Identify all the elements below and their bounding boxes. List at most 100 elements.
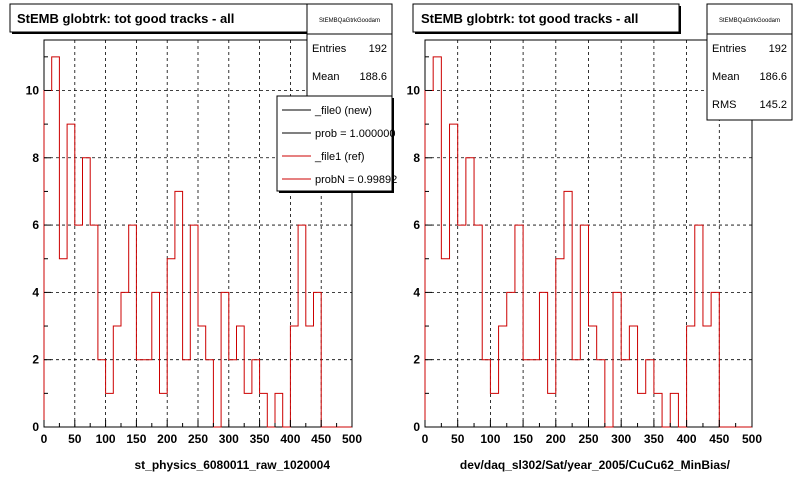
histogram-bin [106, 393, 114, 427]
y-tick-label: 0 [413, 420, 420, 434]
histogram-bin [198, 326, 206, 427]
histogram-bin [252, 360, 260, 427]
histogram-bin [523, 360, 531, 427]
histogram-bin [441, 259, 449, 427]
histogram-bin [175, 191, 183, 427]
x-tick-label: 500 [742, 432, 762, 446]
histogram-bin [290, 326, 298, 427]
histogram-bin [83, 158, 91, 427]
stats-row-value: 192 [369, 43, 387, 55]
histogram-bin [59, 259, 67, 427]
histogram-bin [52, 57, 60, 427]
stats-row-value: 192 [769, 43, 787, 55]
histogram-bin [113, 326, 121, 427]
histogram-bin [121, 292, 129, 427]
histogram-bin [695, 225, 703, 427]
histogram-series-line [424, 56, 752, 428]
histogram-bin [98, 360, 106, 427]
legend-frame [276, 95, 393, 192]
stats-row-label: RMS [712, 99, 736, 111]
x-tick-label: 300 [611, 432, 631, 446]
chart-panel-1: 0 50 100 150 200 250 300 350 400 450 500 0 2 4 6 8 10 st_… [9, 3, 397, 472]
x-axis-label: st_physics_6080011_raw_1020004 [134, 458, 330, 472]
y-tick-label: 6 [32, 218, 39, 232]
histogram-bin [75, 225, 83, 427]
stats-row-label: Entries [712, 43, 747, 55]
stats-row-value: 145.2 [759, 99, 787, 111]
y-tick-label: 2 [413, 353, 420, 367]
histogram-series-line [43, 56, 352, 428]
histogram-bin [298, 225, 306, 427]
legend-entry-label: prob = 1.000000 [315, 128, 395, 140]
histogram-bin [221, 292, 229, 427]
x-tick-label: 250 [578, 432, 598, 446]
stats-name: StEMBQaGtrkGoodam [719, 18, 780, 24]
x-tick-label: 150 [513, 432, 533, 446]
stats-row-value: 186.6 [759, 71, 787, 83]
y-tick-label: 6 [413, 218, 420, 232]
x-tick-label: 350 [644, 432, 664, 446]
histogram-bin [482, 360, 490, 427]
histogram-bin [244, 393, 252, 427]
histogram-bin [206, 360, 214, 427]
x-tick-label: 200 [157, 432, 177, 446]
x-tick-label: 50 [451, 432, 465, 446]
x-tick-label: 400 [677, 432, 697, 446]
histogram-bin [237, 326, 245, 427]
histogram-bin [275, 393, 283, 427]
stats-box-frame [706, 3, 793, 121]
stats-name: StEMBQaGtrkGoodam [319, 18, 380, 24]
histogram-bin [136, 360, 144, 427]
histogram-bin [539, 292, 547, 427]
histogram-bin [646, 360, 654, 427]
histogram-bin [670, 393, 678, 427]
stats-box: StEMBQaGtrkGoodam Entries 192 Mean 188.6 [306, 3, 393, 97]
histogram-bin [556, 259, 564, 427]
x-tick-label: 50 [68, 432, 82, 446]
y-tick-label: 8 [32, 151, 39, 165]
stats-row-label: Entries [312, 43, 347, 55]
legend-entry-label: probN = 0.99892 [315, 174, 397, 186]
x-tick-label: 250 [188, 432, 208, 446]
y-tick-label: 10 [407, 83, 421, 97]
y-tick-label: 4 [32, 285, 39, 299]
histogram-bin [152, 292, 160, 427]
x-tick-label: 0 [422, 432, 429, 446]
x-tick-label: 350 [250, 432, 270, 446]
x-tick-label: 450 [311, 432, 331, 446]
histogram-bin [548, 393, 556, 427]
x-tick-label: 100 [96, 432, 116, 446]
chart-panel-2: 0 50 100 150 200 250 300 350 400 450 500 0 2 4 6 8 10 dev… [407, 3, 793, 472]
histogram-bin [589, 326, 597, 427]
x-tick-label: 500 [342, 432, 362, 446]
legend-entry-label: _file1 (ref) [314, 151, 365, 163]
histogram-bin [654, 393, 662, 427]
title-box [412, 3, 680, 33]
histogram-bin [711, 292, 719, 427]
histogram-bin [458, 225, 466, 427]
histogram-bin [229, 360, 237, 427]
histogram-bin [306, 326, 314, 427]
y-tick-label: 0 [32, 420, 39, 434]
x-tick-label: 150 [126, 432, 146, 446]
histogram-bin [144, 360, 152, 427]
stats-box-frame [306, 3, 393, 97]
x-tick-label: 450 [709, 432, 729, 446]
y-tick-label: 4 [413, 285, 420, 299]
histogram-bin [314, 292, 322, 427]
histogram-bin [515, 225, 523, 427]
histogram-bin [597, 360, 605, 427]
histogram-bin [499, 326, 507, 427]
stats-box: StEMBQaGtrkGoodam Entries 192 Mean 186.6 RMS 1… [706, 3, 793, 121]
histogram-bin [450, 124, 458, 427]
stats-row-value: 188.6 [359, 71, 387, 83]
y-tick-label: 8 [413, 151, 420, 165]
histogram-bin [687, 326, 695, 427]
chart-title: StEMB globtrk: tot good tracks - all [421, 11, 638, 26]
x-tick-label: 100 [480, 432, 500, 446]
x-axis-label: dev/daq_sl302/Sat/year_2005/CuCu62_MinBi… [460, 458, 731, 472]
histogram-bin [474, 225, 482, 427]
histogram-bin [613, 292, 621, 427]
chart-title: StEMB globtrk: tot good tracks - all [17, 11, 234, 26]
